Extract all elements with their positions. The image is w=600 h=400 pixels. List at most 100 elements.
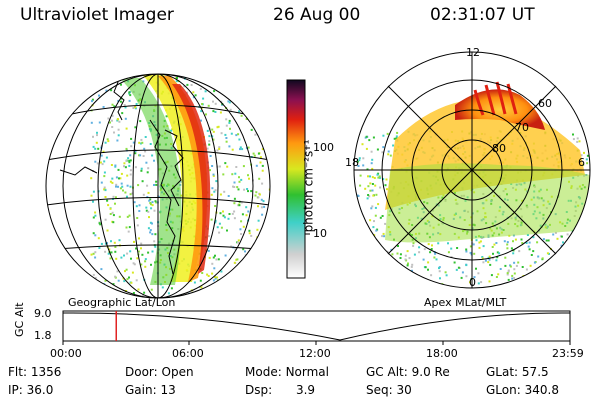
noise-pixel [124,191,127,194]
noise-pixel [126,184,129,187]
noise-pixel [200,119,202,122]
noise-pixel [116,139,119,142]
info-gcalt-label: GC Alt: [366,365,408,379]
noise-pixel [438,270,441,273]
info-ip-value: 36.0 [26,383,54,397]
noise-pixel [457,266,460,269]
noise-pixel [138,154,140,157]
info-glat-label: GLat: [486,365,519,379]
noise-pixel [387,150,390,153]
noise-pixel [180,180,183,183]
noise-pixel [261,164,264,167]
noise-pixel [437,242,440,245]
noise-pixel [418,251,421,254]
noise-pixel [149,229,152,232]
noise-pixel [108,248,111,251]
noise-pixel [120,97,123,100]
noise-pixel [231,148,234,151]
noise-pixel [201,103,204,105]
noise-pixel [137,184,140,187]
noise-pixel [109,213,112,215]
noise-pixel [430,274,433,277]
info-flt-value: 1356 [30,365,62,379]
noise-pixel [226,229,228,232]
noise-pixel [111,211,114,214]
noise-pixel [396,131,399,134]
noise-pixel [263,205,266,208]
lat-label-60: 60 [538,97,552,110]
info-gain-value: 13 [160,383,176,397]
noise-pixel [224,162,227,165]
noise-pixel [252,152,255,155]
noise-pixel [465,250,468,253]
noise-pixel [495,276,498,278]
noise-pixel [475,267,477,270]
noise-pixel [212,256,215,259]
lat-label-80: 80 [492,142,506,155]
noise-pixel [359,184,362,187]
noise-pixel [247,146,250,149]
noise-pixel [392,144,395,147]
noise-pixel [395,135,398,138]
noise-pixel [107,140,110,143]
noise-pixel [250,128,253,131]
noise-pixel [133,263,136,266]
noise-pixel [525,242,528,244]
noise-pixel [114,165,117,168]
noise-pixel [118,215,121,218]
noise-pixel [123,104,126,107]
noise-pixel [228,213,231,215]
noise-pixel [153,159,155,162]
noise-pixel [258,177,261,180]
noise-pixel [176,77,178,79]
noise-pixel [128,276,130,279]
noise-pixel [92,252,95,255]
noise-pixel [384,184,387,187]
noise-pixel [161,286,164,289]
x-tick-0: 00:00 [50,347,82,360]
noise-pixel [92,135,94,138]
noise-pixel [120,256,123,259]
noise-pixel [506,272,509,275]
noise-pixel [259,161,262,164]
noise-pixel [255,164,258,167]
noise-pixel [124,117,127,120]
noise-pixel [140,138,143,141]
noise-pixel [439,277,441,280]
info-door-value: Open [161,365,194,379]
noise-pixel [154,200,157,203]
noise-pixel [367,185,370,188]
noise-pixel [200,110,203,113]
noise-pixel [237,188,240,191]
noise-pixel [237,133,240,136]
noise-pixel [262,200,265,203]
noise-pixel [106,138,109,141]
noise-pixel [254,194,257,197]
noise-pixel [554,231,557,234]
noise-pixel [232,185,234,188]
noise-pixel [243,188,246,191]
noise-pixel [257,205,259,208]
noise-pixel [211,262,214,265]
noise-pixel [150,288,153,291]
info-gain-label: Gain: [125,383,157,397]
noise-pixel [214,277,217,280]
noise-pixel [212,138,215,141]
noise-pixel [552,233,555,236]
noise-pixel [423,248,426,251]
info-dsp-label: Dsp: [245,383,273,397]
noise-pixel [576,140,579,143]
noise-pixel [461,271,464,274]
noise-pixel [92,273,95,276]
noise-pixel [114,196,117,199]
noise-pixel [453,261,456,264]
noise-pixel [125,127,128,130]
noise-pixel [248,229,251,232]
noise-pixel [100,154,103,157]
noise-pixel [399,257,402,259]
noise-pixel [208,140,211,143]
noise-pixel [526,234,529,236]
noise-pixel [372,136,375,139]
noise-pixel [225,137,228,139]
noise-pixel [192,91,195,94]
